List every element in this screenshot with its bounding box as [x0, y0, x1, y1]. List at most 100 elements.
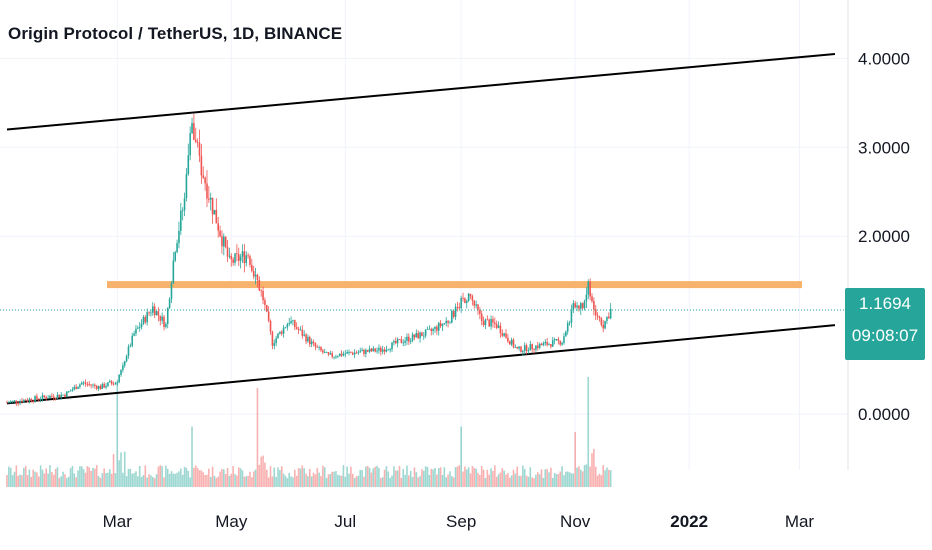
- volume-bar: [41, 469, 44, 487]
- volume-bar: [456, 466, 459, 487]
- candle-body: [176, 243, 178, 253]
- candle-body: [258, 280, 261, 291]
- volume-bar: [295, 475, 298, 487]
- volume-bar: [458, 465, 461, 487]
- volume-bar: [361, 470, 363, 487]
- volume-bar: [417, 477, 419, 487]
- volume-bar: [574, 432, 576, 487]
- volume-bar: [568, 472, 571, 487]
- volume-bar: [559, 471, 562, 487]
- volume-bar: [148, 474, 150, 487]
- resistance-band: [107, 281, 802, 289]
- volume-bar: [217, 476, 219, 487]
- candle-body: [103, 384, 105, 388]
- candle-body: [37, 398, 40, 400]
- volume-bar: [49, 465, 51, 487]
- candle-body: [393, 340, 395, 343]
- volume-bar: [540, 469, 543, 487]
- candle-body: [43, 395, 46, 398]
- candle-body: [275, 338, 277, 344]
- volume-bar: [495, 476, 498, 487]
- candle-body: [381, 349, 384, 352]
- trendline: [6, 324, 836, 405]
- volume-bar: [604, 470, 606, 487]
- time-tick-label: Sep: [446, 512, 476, 531]
- volume-bar: [97, 475, 100, 487]
- candle-body: [54, 398, 57, 399]
- volume-bar: [280, 466, 283, 487]
- volume-bar: [374, 466, 376, 487]
- volume-bar: [73, 473, 76, 487]
- candle-body: [36, 396, 38, 399]
- volume-bar: [449, 471, 451, 487]
- candle-body: [572, 303, 575, 311]
- volume-bar: [75, 477, 77, 487]
- volume-bar: [518, 475, 520, 487]
- candle-body: [168, 298, 171, 309]
- volume-bar: [252, 471, 255, 487]
- volume-bar: [593, 448, 595, 487]
- volume-bar: [359, 469, 362, 487]
- volume-bar: [256, 388, 259, 487]
- candle-body: [90, 384, 92, 386]
- volume-bar: [538, 474, 541, 487]
- candle-body: [320, 347, 322, 351]
- volume-bar: [19, 474, 21, 487]
- candle-body: [189, 133, 191, 156]
- candle-body: [430, 328, 433, 331]
- candle-body: [41, 395, 44, 400]
- volume-bar: [357, 475, 360, 487]
- volume-bar: [144, 465, 147, 487]
- candle-body: [26, 400, 29, 402]
- volume-bar: [340, 475, 343, 487]
- candle-body: [163, 316, 165, 327]
- candle-body: [239, 256, 242, 261]
- volume-bar: [486, 469, 489, 487]
- candle-body: [578, 305, 580, 309]
- volume-bar: [578, 466, 580, 487]
- volume-bar: [163, 477, 165, 487]
- volume-bar: [194, 465, 197, 487]
- volume-bar: [546, 469, 548, 487]
- volume-bar: [490, 468, 492, 487]
- volume-bar: [514, 473, 517, 487]
- candle-body: [256, 274, 259, 281]
- volume-bar: [275, 476, 277, 487]
- candle-body: [366, 350, 369, 352]
- candle-body: [185, 174, 188, 199]
- volume-bar: [228, 475, 231, 487]
- volume-bar: [376, 465, 378, 487]
- candle-body: [604, 320, 606, 329]
- candle-body: [273, 343, 276, 346]
- time-tick-label: Mar: [103, 512, 133, 531]
- candle-body: [583, 301, 586, 309]
- candle-body: [359, 351, 362, 353]
- candle-body: [602, 324, 605, 329]
- candle-body: [34, 396, 36, 402]
- volume-bar: [140, 477, 143, 487]
- candle-body: [51, 396, 53, 397]
- candle-body: [310, 341, 313, 345]
- candle-body: [269, 320, 272, 332]
- volume-bar: [105, 472, 107, 487]
- volume-bar: [408, 475, 410, 487]
- volume-bar: [209, 476, 212, 487]
- volume-bar: [355, 476, 358, 487]
- volume-bar: [501, 468, 504, 487]
- volume-bar: [460, 426, 462, 487]
- candle-body: [15, 400, 18, 403]
- volume-bar: [404, 474, 406, 487]
- volume-bar: [269, 466, 272, 487]
- volume-bar: [176, 472, 178, 487]
- volume-bar: [166, 468, 169, 487]
- candle-body: [73, 386, 76, 390]
- candle-body: [417, 333, 419, 339]
- candle-body: [550, 344, 552, 347]
- candle-body: [551, 340, 554, 347]
- candle-body: [471, 295, 474, 301]
- candle-body: [67, 391, 70, 393]
- candle-body: [265, 304, 268, 312]
- candle-body: [262, 290, 264, 301]
- volume-bar: [531, 477, 533, 487]
